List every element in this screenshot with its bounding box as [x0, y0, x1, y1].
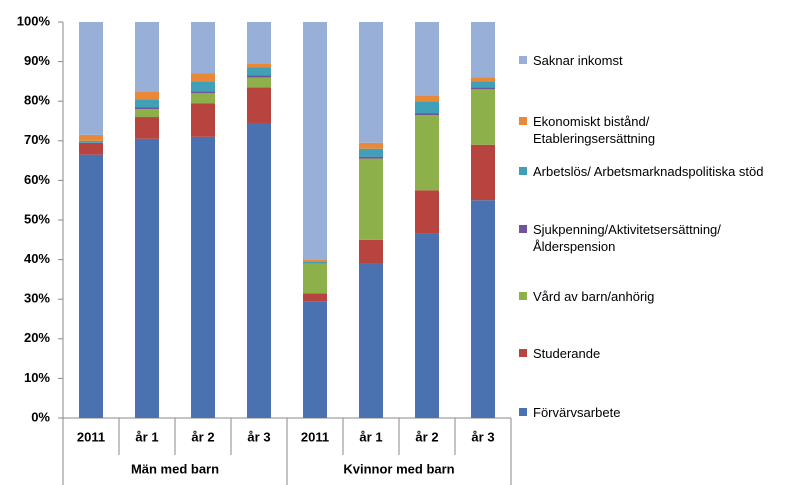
legend-swatch: [519, 349, 527, 357]
bar-segment: [247, 63, 271, 68]
y-tick-label: 0%: [31, 409, 50, 424]
y-tick-label: 70%: [24, 132, 50, 147]
legend-swatch: [519, 292, 527, 300]
bar-segment: [303, 22, 327, 260]
bar-segment: [135, 91, 159, 100]
bar-segment: [471, 89, 495, 145]
bar-segment: [247, 67, 271, 76]
x-tick-label: år 1: [359, 429, 382, 444]
bar-segment: [135, 107, 159, 110]
legend-item: Sjukpenning/Aktivitetsersättning/ Ålders…: [519, 221, 773, 255]
bar-segment: [415, 101, 439, 114]
legend-item: Studerande: [519, 345, 773, 362]
legend-label: Saknar inkomst: [533, 53, 623, 68]
bar-segment: [415, 95, 439, 102]
bar-segment: [79, 22, 103, 135]
bar-segment: [303, 259, 327, 262]
legend-swatch: [519, 408, 527, 416]
legend-label: Arbetslös/ Arbetsmarknadspolitiska stöd: [533, 164, 764, 179]
y-tick-label: 90%: [24, 53, 50, 68]
legend-label: Ekonomiskt bistånd/ Etableringsersättnin…: [533, 114, 656, 146]
bar-segment: [191, 81, 215, 92]
legend-swatch: [519, 225, 527, 233]
bar-segment: [135, 22, 159, 92]
bar-segment: [247, 122, 271, 418]
bar-segment: [191, 73, 215, 82]
bar-segment: [359, 158, 383, 240]
legend-label: Vård av barn/anhörig: [533, 289, 655, 304]
y-tick-label: 30%: [24, 291, 50, 306]
x-tick-label: 2011: [77, 429, 105, 444]
bar-segment: [191, 93, 215, 104]
bar-segment: [191, 103, 215, 137]
bar-segment: [359, 148, 383, 157]
bar-segment: [359, 263, 383, 418]
bar-segment: [471, 81, 495, 88]
bar-segment: [135, 109, 159, 118]
legend-label: Förvärvsarbete: [533, 405, 621, 420]
bar-segment: [471, 87, 495, 90]
legend-swatch: [519, 56, 527, 64]
bar-segment: [79, 142, 103, 155]
bar-segment: [79, 154, 103, 418]
x-tick-label: år 2: [415, 429, 438, 444]
bar-segment: [415, 22, 439, 96]
x-tick-label: 2011: [301, 429, 329, 444]
legend-label: Sjukpenning/Aktivitetsersättning/ Ålders…: [533, 222, 721, 254]
legend-item: Förvärvsarbete: [519, 404, 773, 421]
legend-item: Saknar inkomst: [519, 52, 773, 69]
bar-segment: [303, 301, 327, 418]
legend-item: Vård av barn/anhörig: [519, 288, 773, 305]
bar-segment: [359, 142, 383, 149]
bar-segment: [415, 233, 439, 418]
y-tick-label: 60%: [24, 172, 50, 187]
bar-segment: [247, 87, 271, 123]
bar-segment: [303, 293, 327, 302]
legend-item: Arbetslös/ Arbetsmarknadspolitiska stöd: [519, 163, 773, 180]
legend-swatch: [519, 117, 527, 125]
bar-segment: [359, 22, 383, 143]
bar-segment: [359, 239, 383, 264]
legend-label: Studerande: [533, 346, 601, 361]
y-tick-label: 10%: [24, 370, 50, 385]
bar-segment: [135, 117, 159, 139]
bar-segment: [471, 144, 495, 201]
bar-segment: [191, 22, 215, 74]
bar-segment: [191, 91, 215, 94]
bar-segment: [191, 136, 215, 418]
bar-segment: [79, 134, 103, 141]
bar-segment: [415, 115, 439, 191]
bar-segment: [471, 200, 495, 418]
y-tick-label: 50%: [24, 211, 50, 226]
bar-segment: [303, 263, 327, 294]
group-label: Kvinnor med barn: [343, 461, 454, 476]
bar-segment: [359, 156, 383, 159]
x-tick-label: år 3: [471, 429, 494, 444]
y-tick-label: 40%: [24, 251, 50, 266]
bar-segment: [415, 113, 439, 116]
y-tick-label: 80%: [24, 93, 50, 108]
x-tick-label: år 2: [191, 429, 214, 444]
bar-segment: [79, 140, 103, 143]
legend-swatch: [519, 167, 527, 175]
bar-segment: [135, 138, 159, 418]
bar-segment: [303, 261, 327, 264]
group-label: Män med barn: [131, 461, 219, 476]
bar-segment: [247, 22, 271, 64]
bar-segment: [471, 22, 495, 78]
bar-segment: [471, 77, 495, 82]
bar-segment: [247, 77, 271, 88]
bar-segment: [135, 99, 159, 108]
y-tick-label: 20%: [24, 330, 50, 345]
x-tick-label: år 1: [135, 429, 158, 444]
legend-item: Ekonomiskt bistånd/ Etableringsersättnin…: [519, 113, 773, 147]
x-tick-label: år 3: [247, 429, 270, 444]
bar-segment: [415, 190, 439, 234]
y-tick-label: 100%: [17, 13, 51, 28]
bar-segment: [247, 75, 271, 78]
